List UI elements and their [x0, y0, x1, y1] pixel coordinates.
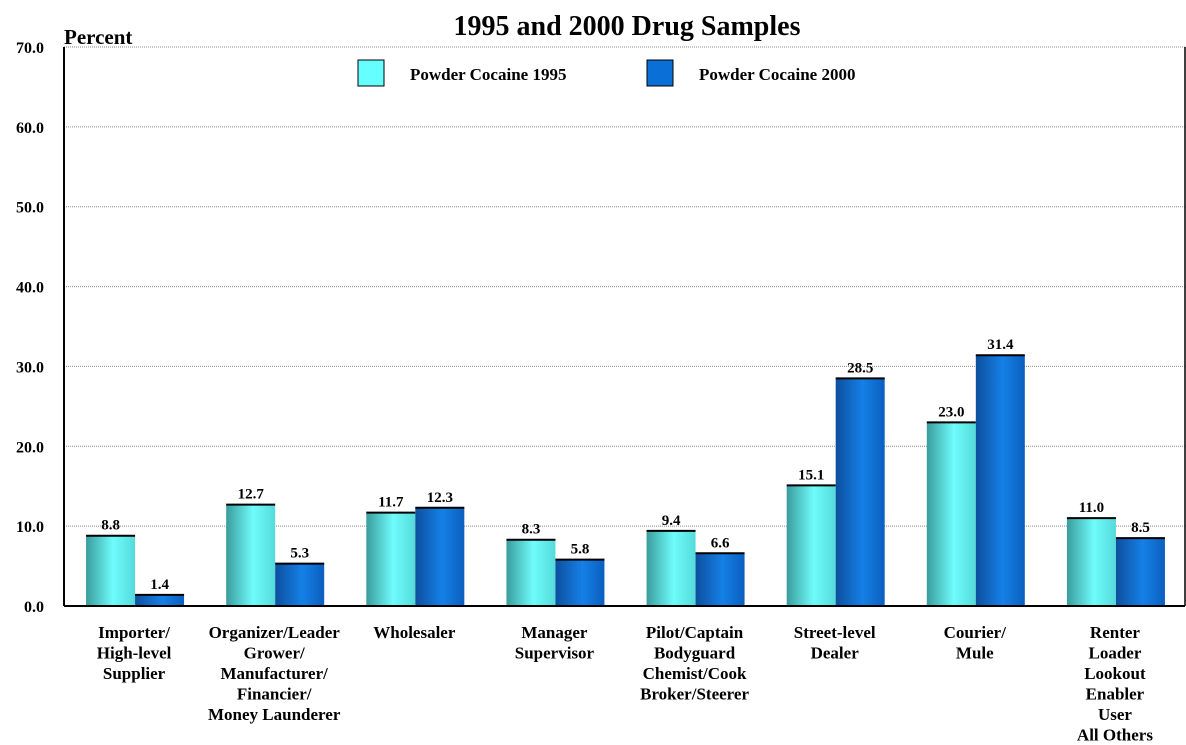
category-label-line: Organizer/Leader [209, 623, 341, 642]
axes [63, 47, 1186, 607]
category-label-line: Renter [1090, 623, 1140, 642]
category-label-line: Supplier [103, 664, 166, 683]
value-label: 31.4 [987, 337, 1014, 353]
legend-label: Powder Cocaine 1995 [410, 65, 566, 84]
y-tick-label: 50.0 [16, 200, 44, 217]
bar [555, 559, 605, 606]
category-label-line: Courier/ [944, 623, 1007, 642]
category-label: Organizer/Leader Grower/Manufacturer/Fina… [208, 623, 341, 724]
bar [226, 504, 276, 606]
bar [1115, 538, 1165, 606]
category-label-line: Grower/ [244, 644, 305, 663]
value-labels: 8.8 12.7 11.7 8.3 9.4 15.1 23.0 11.0 1.4 5.3 12.3 5… [101, 337, 1150, 593]
value-label: 12.3 [427, 490, 453, 506]
bar [926, 422, 976, 606]
category-label-line: Importer/ [98, 623, 170, 642]
category-label-line: Lookout [1084, 664, 1146, 683]
category-label: Courier/Mule [944, 623, 1007, 663]
value-label: 11.7 [378, 495, 404, 511]
bar [135, 594, 185, 606]
category-label-line: User [1098, 705, 1132, 724]
y-tick-label: 20.0 [16, 439, 44, 456]
bar [275, 563, 325, 606]
value-label: 12.7 [238, 487, 265, 503]
value-label: 8.5 [1131, 520, 1150, 536]
chart-title: 1995 and 2000 Drug Samples [454, 11, 801, 42]
y-tick-label: 30.0 [16, 359, 44, 376]
value-label: 15.1 [798, 467, 824, 483]
y-tick-label: 40.0 [16, 280, 44, 297]
value-label: 11.0 [1079, 500, 1104, 516]
category-label: Importer/High-level Supplier [97, 623, 172, 683]
category-label-line: Loader [1088, 644, 1141, 663]
value-label: 28.5 [847, 360, 873, 376]
category-label: Wholesaler [373, 623, 456, 642]
bar [695, 553, 745, 606]
category-label-line: Street-level [794, 623, 876, 642]
category-label: Manager Supervisor [515, 623, 595, 663]
value-label: 1.4 [150, 577, 169, 593]
gridlines [64, 46, 1185, 527]
bar [415, 507, 465, 606]
category-label-line: Wholesaler [373, 623, 456, 642]
category-label: Street-level Dealer [794, 623, 876, 663]
y-tick-label: 10.0 [16, 519, 44, 536]
category-label-line: Pilot/Captain [646, 623, 744, 642]
x-axis-categories: Importer/High-level Supplier Organizer/Lea… [97, 623, 1154, 745]
bar [366, 512, 416, 606]
category-label-line: Broker/Steerer [640, 685, 749, 704]
y-tick-label: 70.0 [16, 40, 44, 57]
category-label-line: Bodyguard [654, 644, 736, 663]
bar [835, 378, 885, 606]
category-label-line: Money Launderer [208, 705, 341, 724]
value-label: 8.3 [522, 522, 541, 538]
category-label-line: Chemist/Cook [643, 664, 747, 683]
y-tick-label: 60.0 [16, 120, 44, 137]
legend-label: Powder Cocaine 2000 [699, 65, 855, 84]
bars [86, 354, 1165, 606]
y-axis-ticks: 0.0 10.0 20.0 30.0 40.0 50.0 60.0 70.0 [16, 40, 44, 616]
bar [786, 485, 836, 606]
legend-swatch [357, 59, 385, 87]
value-label: 8.8 [101, 518, 120, 534]
category-label-line: Manager [521, 623, 588, 642]
value-label: 6.6 [711, 535, 730, 551]
category-label-line: All Others [1077, 726, 1153, 745]
category-label-line: Enabler [1086, 685, 1145, 704]
value-label: 9.4 [662, 513, 681, 529]
value-label: 5.3 [290, 546, 309, 562]
bar [1066, 518, 1116, 606]
category-label: Pilot/Captain Bodyguard Chemist/Cook Broker… [640, 623, 749, 704]
bar [646, 530, 696, 606]
y-axis-label: Percent [64, 25, 132, 49]
bar [975, 355, 1025, 606]
category-label-line: Manufacturer/ [221, 664, 329, 683]
category-label-line: High-level [97, 644, 172, 663]
y-tick-label: 0.0 [24, 599, 44, 616]
value-label: 23.0 [938, 404, 964, 420]
category-label-line: Dealer [811, 644, 860, 663]
category-label: Renter Loader Lookout Enabler User All Others [1077, 623, 1153, 745]
legend: Powder Cocaine 1995 Powder Cocaine 2000 [357, 59, 855, 87]
bar [506, 539, 556, 606]
value-label: 5.8 [571, 542, 590, 558]
category-label-line: Supervisor [515, 644, 595, 663]
category-label-line: Mule [956, 644, 994, 663]
category-label-line: Financier/ [237, 685, 312, 704]
bar [86, 535, 136, 606]
legend-swatch [646, 59, 674, 87]
